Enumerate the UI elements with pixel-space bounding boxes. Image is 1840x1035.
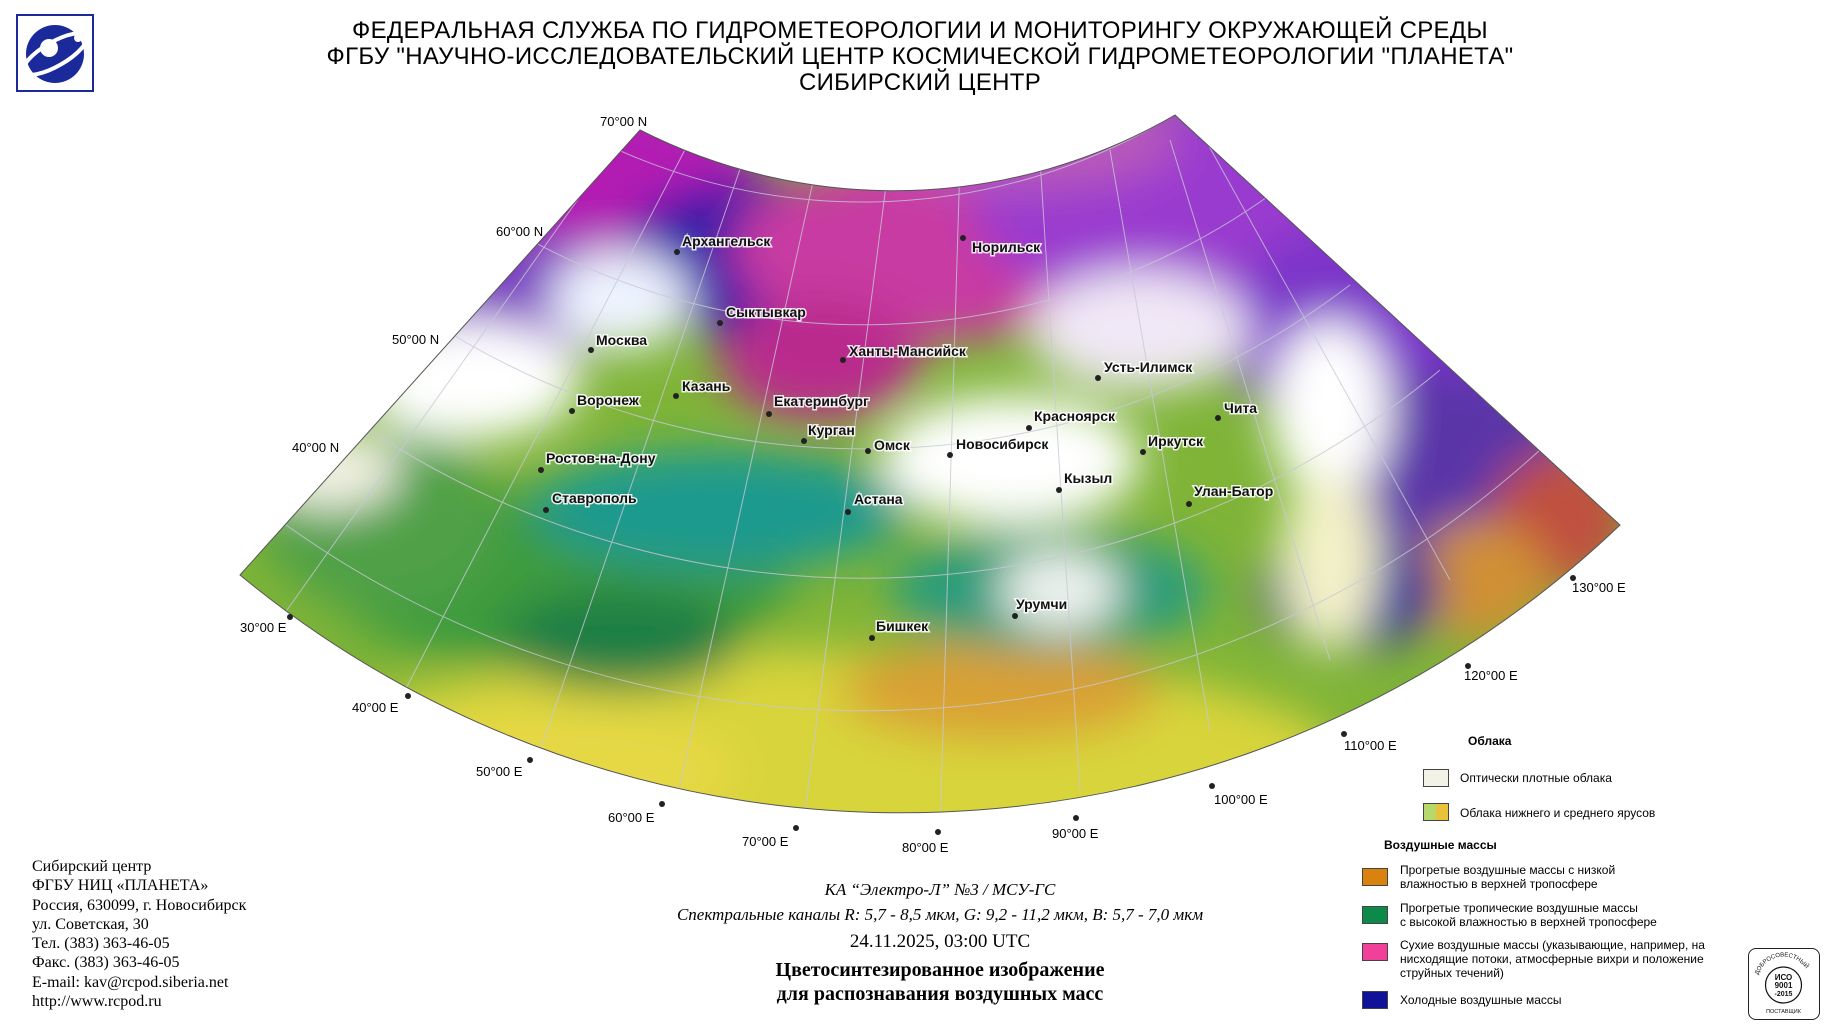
- city-yekaterinburg: Екатеринбург: [774, 393, 869, 409]
- iso-bottom-text: ПОСТАВЩИК: [1766, 1009, 1802, 1015]
- city-syktyvkar: Сыктывкар: [726, 304, 806, 320]
- legend-label-dry: Сухие воздушные массы (указывающие, напр…: [1400, 938, 1705, 980]
- lon-label-70: 70°00 E: [742, 834, 789, 849]
- legend-label-warm-dry: Прогретые воздушные массы с низкой влажн…: [1400, 863, 1616, 891]
- contact-line: Тел. (383) 363-46-05: [32, 935, 170, 953]
- satellite-image: [240, 115, 1620, 813]
- lon-label-50: 50°00 E: [476, 764, 523, 779]
- lat-label-60: 60°00 N: [496, 224, 543, 239]
- lat-label-70: 70°00 N: [600, 114, 647, 129]
- caption-title-1: Цветосинтезированное изображение: [775, 959, 1105, 981]
- city-khanty-mansiysk: Ханты-Мансийск: [849, 343, 967, 359]
- city-bishkek: Бишкек: [876, 618, 929, 634]
- legend-swatch-low-mid-clouds: [1423, 803, 1449, 821]
- caption-channels: Спектральные каналы R: 5,7 - 8,5 мкм, G:…: [676, 905, 1204, 924]
- city-chita: Чита: [1224, 400, 1257, 416]
- iso-l1: ИСО: [1775, 973, 1793, 982]
- legend-label-warm-tropical: Прогретые тропичеcкие воздушные массы с …: [1400, 901, 1657, 929]
- lon-label-40: 40°00 E: [352, 700, 399, 715]
- legend-label-low-mid-clouds: Облака нижнего и среднего ярусов: [1460, 806, 1656, 820]
- lon-label-90: 90°00 E: [1052, 826, 1099, 841]
- legend-swatch-dry: [1362, 943, 1388, 961]
- caption-title-2: для распознавания воздушных масс: [776, 983, 1104, 1005]
- legend-swatch-dense-clouds: [1423, 769, 1449, 787]
- planeta-logo-icon: [16, 14, 94, 92]
- iso-l3: -2015: [1775, 991, 1793, 998]
- contact-line: Россия, 630099, г. Новосибирск: [32, 896, 247, 914]
- city-astana: Астана: [854, 491, 903, 507]
- lon-label-120: 120°00 E: [1464, 668, 1518, 683]
- header-line-1: ФЕДЕРАЛЬНАЯ СЛУЖБА ПО ГИДРОМЕТЕОРОЛОГИИ …: [352, 17, 1488, 44]
- contact-website: http://www.rcpod.ru: [32, 993, 162, 1011]
- iso-l2: 9001: [1775, 981, 1793, 990]
- lon-label-110: 110°00 E: [1344, 738, 1397, 753]
- city-kyzyl: Кызыл: [1064, 470, 1112, 486]
- contact-line: Сибирский центр: [32, 858, 152, 875]
- legend-swatch-warm-tropical: [1362, 906, 1388, 924]
- city-urumqi: Урумчи: [1016, 596, 1067, 612]
- city-stavropol: Ставрополь: [552, 490, 637, 506]
- contact-email: E-mail: kav@rcpod.siberia.net: [32, 973, 229, 991]
- city-voronezh: Воронеж: [577, 392, 640, 408]
- header: ФЕДЕРАЛЬНАЯ СЛУЖБА ПО ГИДРОМЕТЕОРОЛОГИИ …: [0, 18, 1840, 96]
- city-krasnoyarsk: Красноярск: [1034, 408, 1116, 424]
- header-line-3: СИБИРСКИЙ ЦЕНТР: [798, 69, 1042, 96]
- city-omsk: Омск: [874, 437, 911, 453]
- lat-label-50: 50°00 N: [392, 332, 439, 347]
- legend-label-dense-clouds: Оптически плотные облака: [1460, 771, 1612, 785]
- city-moskva: Москва: [596, 332, 647, 348]
- lat-label-40: 40°00 N: [292, 440, 339, 455]
- city-kazan: Казань: [682, 378, 731, 394]
- city-arkhangelsk: Архангельск: [682, 233, 771, 249]
- city-novosibirsk: Новосибирск: [956, 436, 1049, 452]
- contact-line: Факс. (383) 363-46-05: [32, 954, 180, 972]
- city-ust-ilimsk: Усть-Илимск: [1104, 359, 1193, 375]
- legend-swatch-cold: [1362, 991, 1388, 1009]
- lon-label-100: 100°00 E: [1214, 792, 1268, 807]
- lon-label-30: 30°00 E: [240, 620, 287, 635]
- lon-label-60: 60°00 E: [608, 810, 655, 825]
- header-line-2: ФГБУ "НАУЧНО-ИССЛЕДОВАТЕЛЬСКИЙ ЦЕНТР КОС…: [326, 43, 1514, 70]
- iso-certification-badge: ДОБРОСОВЕСТНЫЙ ИСО 9001 -2015 ПОСТАВЩИК: [1748, 948, 1820, 1020]
- caption-satellite: КА “Электро-Л” №3 / МСУ-ГС: [824, 880, 1056, 899]
- lon-label-80: 80°00 E: [902, 840, 949, 855]
- city-ulan-bator: Улан-Батор: [1194, 483, 1273, 499]
- caption-datetime: 24.11.2025, 03:00 UTC: [849, 931, 1031, 952]
- city-irkutsk: Иркутск: [1148, 433, 1204, 449]
- contact-info: Сибирский центр ФГБУ НИЦ «ПЛАНЕТА» Росси…: [32, 857, 246, 1011]
- city-rostov-na-donu: Ростов-на-Дону: [546, 450, 656, 466]
- legend-air-title: Воздушные массы: [1384, 838, 1497, 852]
- contact-line: ул. Советская, 30: [32, 915, 149, 933]
- legend-label-cold: Холодные воздушные массы: [1400, 993, 1562, 1007]
- contact-line: ФГБУ НИЦ «ПЛАНЕТА»: [32, 877, 209, 895]
- city-norilsk: Норильск: [972, 239, 1041, 255]
- legend-clouds-title: Облака: [1468, 734, 1512, 748]
- city-kurgan: Курган: [808, 422, 855, 438]
- lon-label-130: 130°00 E: [1572, 580, 1626, 595]
- city-markers: Архангельск Норильск Сыктывкар Москва Ха…: [538, 232, 1275, 641]
- legend-swatch-warm-dry: [1362, 868, 1388, 886]
